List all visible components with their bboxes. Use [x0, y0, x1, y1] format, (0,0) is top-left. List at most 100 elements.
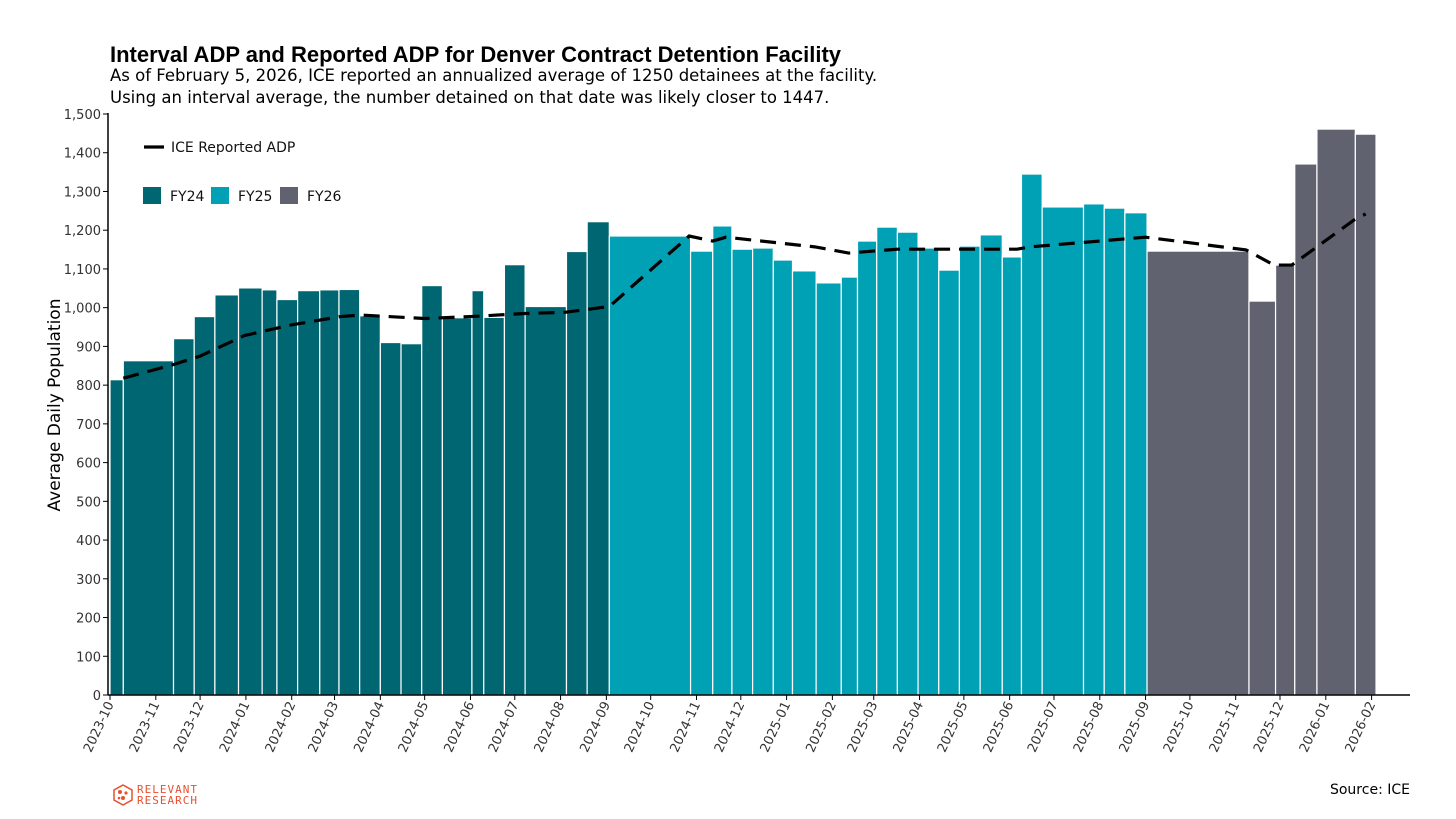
bars-group: [109, 128, 1377, 696]
x-tick-label: 2025-01: [758, 699, 795, 755]
y-tick-label: 900: [76, 340, 101, 355]
bar-fy25: [938, 269, 961, 696]
y-tick-label: 0: [93, 689, 101, 704]
bar-fy24: [565, 250, 588, 696]
legend-line-label: ICE Reported ADP: [171, 140, 295, 156]
bar-fy25: [958, 245, 981, 696]
chart-title: Interval ADP and Reported ADP for Denver…: [110, 42, 842, 67]
logo-line-2: RESEARCH: [137, 794, 198, 807]
legend-label-fy26: FY26: [307, 189, 342, 205]
y-tick-label: 200: [76, 612, 101, 627]
x-tick-label: 2024-10: [622, 699, 659, 755]
x-tick-label: 2025-09: [1117, 699, 1154, 755]
bar-fy25: [1124, 212, 1148, 696]
y-tick-label: 1,300: [64, 185, 101, 200]
reported-adp-line: [122, 212, 1367, 380]
legend-swatch-fy26: [280, 187, 298, 204]
bar-fy25: [1041, 206, 1085, 696]
x-tick-label: 2024-11: [668, 699, 705, 755]
legend-label-fy25: FY25: [238, 189, 272, 205]
bar-fy26: [1274, 264, 1296, 696]
y-tick-label: 500: [76, 495, 101, 510]
y-tick-label: 800: [76, 379, 101, 394]
logo-hexagon-icon: [113, 784, 133, 806]
x-tick-label: 2023-10: [81, 699, 118, 755]
x-tick-label: 2023-11: [127, 699, 164, 755]
x-tick-label: 2026-02: [1343, 699, 1380, 755]
x-tick-label: 2026-01: [1297, 699, 1334, 755]
x-tick-label: 2025-11: [1207, 699, 1244, 755]
bar-fy24: [261, 289, 278, 696]
bar-fy24: [276, 298, 299, 696]
y-tick-label: 1,000: [64, 302, 101, 317]
bar-fy25: [1082, 203, 1105, 696]
bar-fy25: [1001, 256, 1023, 696]
source-note: Source: ICE: [1329, 782, 1410, 798]
x-tick-label: 2024-07: [486, 699, 523, 755]
bar-fy24: [400, 343, 423, 696]
x-tick-label: 2025-10: [1161, 699, 1198, 755]
x-tick-label: 2025-06: [981, 699, 1018, 755]
bar-fy25: [791, 270, 817, 696]
x-tick-label: 2023-12: [171, 699, 208, 755]
y-tick-label: 300: [76, 573, 101, 588]
bar-fy24: [483, 316, 506, 696]
bar-fy25: [815, 282, 842, 696]
bar-fy24: [421, 284, 443, 696]
bar-fy26: [1354, 133, 1377, 696]
y-tick-label: 700: [76, 418, 101, 433]
y-tick-label: 1,200: [64, 224, 101, 239]
y-tick-label: 100: [76, 650, 101, 665]
bar-fy24: [237, 287, 263, 696]
y-tick-label: 400: [76, 534, 101, 549]
bar-fy25: [1020, 173, 1043, 696]
bar-fy25: [731, 248, 754, 696]
y-tick-label: 1,500: [64, 108, 101, 123]
x-tick-label: 2024-03: [306, 699, 343, 755]
bar-fy24: [214, 294, 240, 696]
y-tick-label: 1,400: [64, 147, 101, 162]
bar-fy25: [752, 247, 774, 696]
x-tick-label: 2024-09: [577, 699, 614, 755]
bar-fy24: [297, 290, 321, 696]
x-tick-label: 2024-06: [442, 699, 479, 755]
y-tick-label: 1,100: [64, 263, 101, 278]
bar-fy24: [379, 341, 402, 696]
x-tick-label: 2025-02: [803, 699, 840, 755]
bar-fy24: [524, 305, 568, 696]
bar-fy25: [979, 234, 1003, 696]
bar-fy26: [1146, 250, 1250, 696]
y-axis-label: Average Daily Population: [45, 299, 65, 512]
x-tick-label: 2024-05: [396, 699, 433, 755]
bar-fy24: [172, 338, 195, 696]
x-tick-label: 2025-03: [845, 699, 882, 755]
bar-fy24: [471, 290, 485, 696]
bar-fy25: [1103, 207, 1126, 696]
x-tick-label: 2025-12: [1251, 699, 1288, 755]
bar-fy24: [319, 289, 340, 696]
bar-fy24: [586, 221, 610, 696]
bar-fy25: [917, 247, 940, 696]
y-tick-label: 600: [76, 457, 101, 472]
bar-fy25: [689, 250, 714, 696]
bar-fy25: [856, 240, 878, 696]
x-tick-label: 2024-04: [351, 699, 388, 755]
legend-swatch-fy25: [211, 187, 229, 204]
x-tick-label: 2024-02: [263, 699, 300, 755]
bar-fy25: [876, 226, 898, 696]
bar-fy25: [712, 225, 733, 696]
x-tick-label: 2025-05: [935, 699, 972, 755]
bar-fy24: [109, 379, 124, 696]
bar-fy26: [1316, 128, 1356, 696]
x-tick-label: 2024-12: [712, 699, 749, 755]
bar-fy25: [608, 235, 692, 696]
logo-line-1: RELEVANT: [137, 783, 198, 796]
bar-fy24: [122, 360, 175, 696]
bar-fy24: [359, 315, 381, 696]
x-tick-label: 2024-08: [532, 699, 569, 755]
x-tick-label: 2025-04: [891, 699, 928, 755]
x-tick-label: 2025-07: [1025, 699, 1062, 755]
bar-fy25: [840, 276, 859, 696]
bar-fy26: [1294, 163, 1318, 696]
